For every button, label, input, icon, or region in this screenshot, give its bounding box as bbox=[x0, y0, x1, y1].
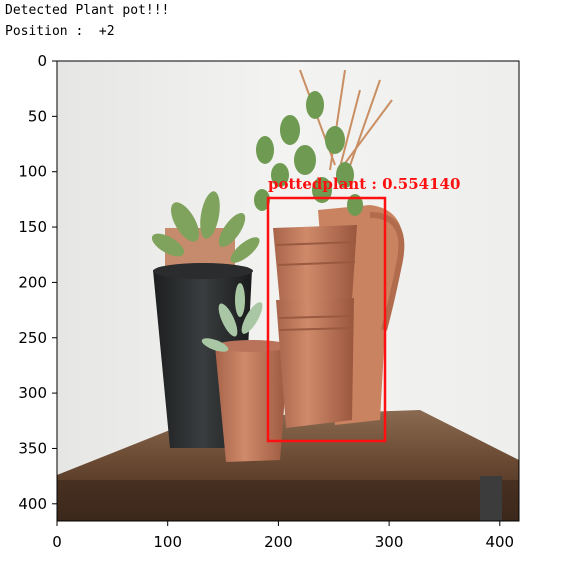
x-tick-label-100: 100 bbox=[153, 533, 182, 551]
photo-image bbox=[57, 61, 519, 521]
x-tick-label-400: 400 bbox=[485, 533, 514, 551]
x-tick-label-300: 300 bbox=[375, 533, 404, 551]
x-tick-label-200: 200 bbox=[264, 533, 293, 551]
y-tick-label-250: 250 bbox=[18, 329, 47, 347]
axes-frame bbox=[56, 60, 520, 522]
output-line-position: Position : +2 bbox=[5, 24, 115, 39]
x-tick-label-0: 0 bbox=[52, 533, 62, 551]
detection-label: pottedplant : 0.554140 bbox=[268, 175, 460, 193]
y-tick-label-400: 400 bbox=[18, 495, 47, 513]
detection-box bbox=[266, 196, 387, 443]
y-tick-label-200: 200 bbox=[18, 273, 47, 291]
y-tick-label-150: 150 bbox=[18, 218, 47, 236]
y-tick-label-350: 350 bbox=[18, 439, 47, 457]
y-tick-label-50: 50 bbox=[28, 107, 47, 125]
detection-overlay: pottedplant : 0.554140 bbox=[266, 175, 460, 443]
y-tick-label-100: 100 bbox=[18, 163, 47, 181]
y-tick-label-300: 300 bbox=[18, 384, 47, 402]
output-line-detected: Detected Plant pot!!! bbox=[5, 3, 170, 18]
axis-ticks: 0 100 200 300 400 0 50 100 150 200 250 300 350 400 bbox=[18, 52, 514, 551]
y-tick-label-0: 0 bbox=[37, 52, 47, 70]
